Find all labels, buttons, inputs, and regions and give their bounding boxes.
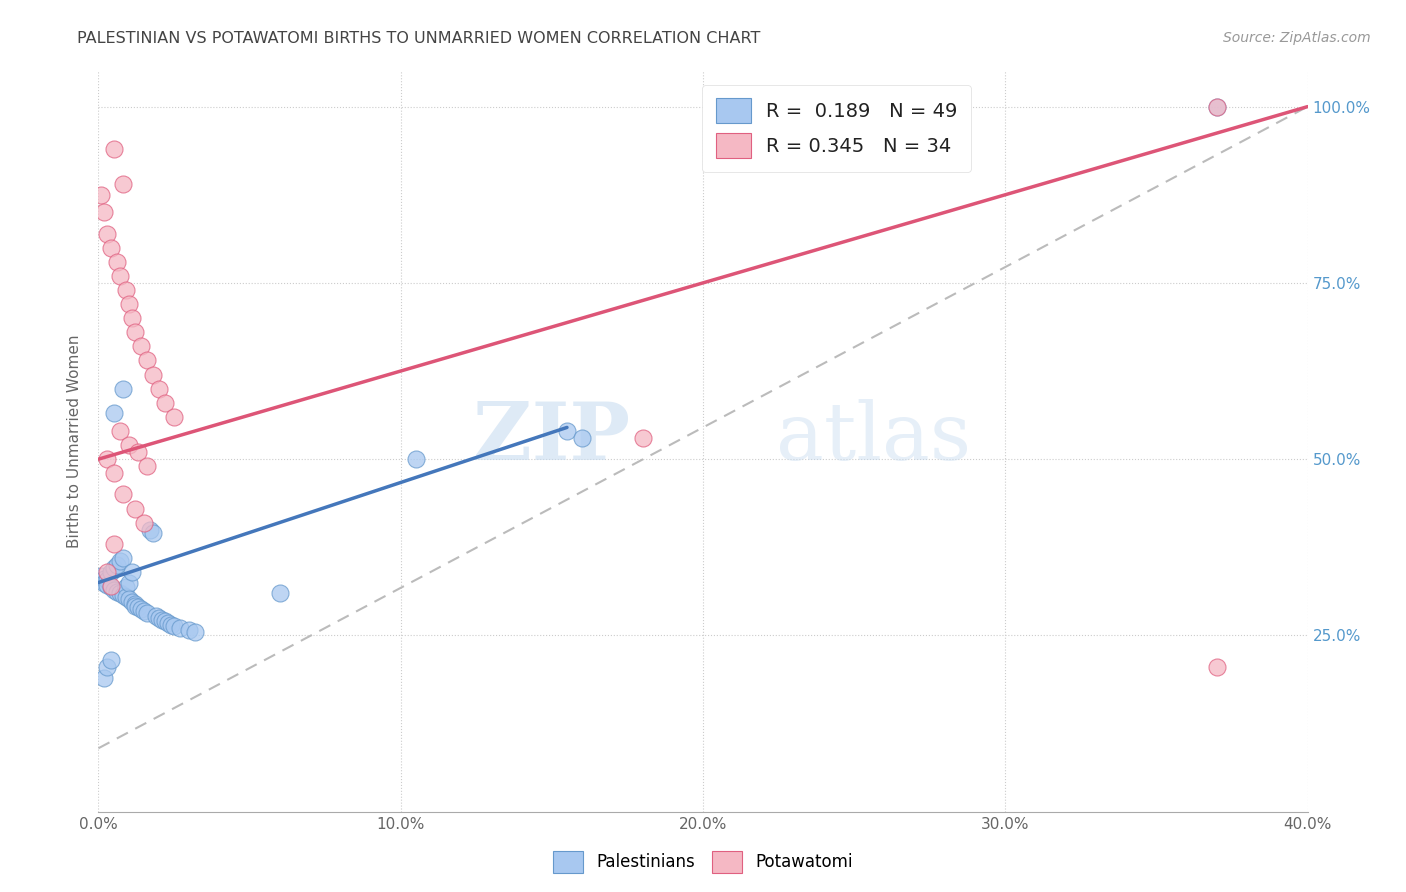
Point — [179, 623, 201, 637]
Point — [96, 577, 118, 591]
Point — [135, 606, 157, 620]
Point — [121, 594, 143, 608]
Text: PALESTINIAN VS POTAWATOMI BIRTHS TO UNMARRIED WOMEN CORRELATION CHART: PALESTINIAN VS POTAWATOMI BIRTHS TO UNMA… — [77, 31, 761, 46]
Point — [1206, 100, 1229, 114]
Point — [100, 581, 122, 595]
Point — [153, 615, 176, 629]
Point — [631, 431, 654, 445]
Point — [103, 142, 125, 156]
Point — [1206, 100, 1229, 114]
Point — [96, 227, 118, 241]
Point — [96, 452, 118, 467]
Text: Source: ZipAtlas.com: Source: ZipAtlas.com — [1223, 31, 1371, 45]
Point — [105, 254, 128, 268]
Point — [148, 611, 170, 625]
Point — [118, 438, 141, 452]
Point — [156, 615, 179, 630]
Point — [124, 597, 146, 611]
Point — [100, 565, 122, 579]
Point — [105, 584, 128, 599]
Point — [114, 283, 136, 297]
Point — [121, 565, 143, 579]
Text: ZIP: ZIP — [474, 399, 630, 477]
Point — [132, 516, 155, 530]
Point — [108, 554, 131, 568]
Point — [100, 653, 122, 667]
Point — [129, 339, 152, 353]
Point — [111, 588, 134, 602]
Point — [93, 572, 115, 586]
Point — [139, 523, 162, 537]
Point — [124, 501, 146, 516]
Point — [108, 268, 131, 283]
Point — [184, 624, 207, 639]
Point — [103, 561, 125, 575]
Point — [135, 459, 157, 474]
Point — [111, 487, 134, 501]
Point — [118, 575, 141, 590]
Text: atlas: atlas — [776, 399, 970, 477]
Point — [142, 368, 165, 382]
Point — [118, 297, 141, 311]
Point — [129, 601, 152, 615]
Point — [150, 613, 173, 627]
Point — [93, 671, 115, 685]
Legend: R =  0.189   N = 49, R = 0.345   N = 34: R = 0.189 N = 49, R = 0.345 N = 34 — [702, 85, 972, 171]
Point — [132, 604, 155, 618]
Point — [103, 406, 125, 420]
Point — [163, 619, 186, 633]
Point — [96, 574, 118, 588]
Point — [93, 575, 115, 590]
Point — [114, 581, 136, 595]
Y-axis label: Births to Unmarried Women: Births to Unmarried Women — [67, 334, 83, 549]
Point — [269, 586, 291, 600]
Point — [111, 177, 134, 191]
Point — [108, 424, 131, 438]
Point — [100, 241, 122, 255]
Point — [163, 409, 186, 424]
Point — [121, 311, 143, 326]
Point — [135, 353, 157, 368]
Point — [103, 537, 125, 551]
Point — [555, 424, 578, 438]
Point — [1206, 660, 1229, 674]
Point — [124, 599, 146, 613]
Point — [127, 445, 149, 459]
Point — [405, 452, 427, 467]
Point — [100, 579, 122, 593]
Point — [90, 568, 112, 582]
Point — [90, 187, 112, 202]
Point — [571, 431, 593, 445]
Legend: Palestinians, Potawatomi: Palestinians, Potawatomi — [547, 845, 859, 880]
Point — [145, 608, 167, 623]
Point — [124, 325, 146, 339]
Point — [153, 396, 176, 410]
Point — [160, 618, 183, 632]
Point — [142, 526, 165, 541]
Point — [93, 205, 115, 219]
Point — [118, 591, 141, 606]
Point — [103, 582, 125, 597]
Point — [127, 600, 149, 615]
Point — [114, 590, 136, 604]
Point — [103, 467, 125, 481]
Point — [96, 660, 118, 674]
Point — [111, 550, 134, 565]
Point — [105, 558, 128, 572]
Point — [148, 382, 170, 396]
Point — [108, 586, 131, 600]
Point — [169, 621, 191, 635]
Point — [111, 382, 134, 396]
Point — [96, 565, 118, 579]
